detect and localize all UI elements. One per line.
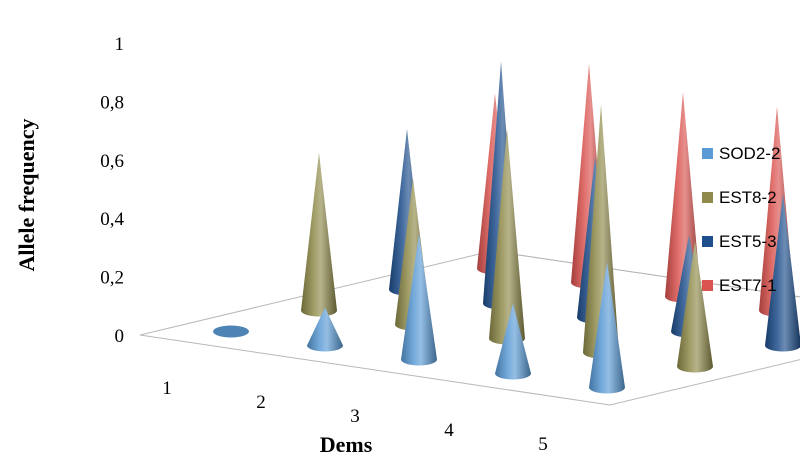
y-tick-label: 1 (115, 34, 125, 55)
legend-label: SOD2-2 (719, 144, 780, 163)
x-tick-label: 5 (538, 434, 548, 455)
y-tick-label: 0,2 (100, 268, 124, 289)
cone-sod2-2-dem-5 (589, 261, 625, 394)
y-axis-ticks: 0 0,2 0,4 0,6 0,8 1 (100, 34, 124, 347)
chart-back-edge (491, 250, 800, 298)
cone-sod2-2-dem-2 (307, 307, 343, 352)
legend-swatch (702, 280, 713, 291)
x-tick-label: 1 (162, 378, 172, 399)
legend: SOD2-2 EST8-2 EST5-3 EST7-1 (702, 144, 780, 295)
cone-sod2-2-dem-4 (495, 303, 531, 380)
x-axis-ticks: 1 2 3 4 5 (162, 378, 548, 455)
x-axis-title: Dems (320, 432, 373, 457)
legend-label: EST8-2 (719, 188, 777, 207)
x-tick-label: 3 (350, 406, 360, 427)
legend-swatch (702, 236, 713, 247)
y-tick-label: 0 (115, 326, 125, 347)
y-tick-label: 0,8 (100, 92, 124, 113)
x-tick-label: 2 (256, 392, 266, 413)
legend-swatch (702, 148, 713, 159)
y-tick-label: 0,6 (100, 151, 124, 172)
legend-label: EST7-1 (719, 276, 777, 295)
cone-sod2-2-dem-1 (213, 325, 249, 338)
cone-est5-3-dem-5 (765, 193, 800, 352)
y-axis-title: Allele frequency (14, 119, 39, 272)
cone-est7-1-dem-3 (665, 92, 701, 303)
cone-est8-2-dem-3 (489, 128, 525, 345)
cone-sod2-2-dem-3 (401, 233, 437, 366)
x-tick-label: 4 (444, 420, 454, 441)
legend-label: EST5-3 (719, 232, 777, 251)
cone-est8-2-dem-5 (677, 240, 713, 373)
legend-swatch (702, 192, 713, 203)
chart-floor (139, 250, 800, 406)
y-tick-label: 0,4 (100, 209, 124, 230)
cone-est8-2-dem-1 (301, 152, 337, 317)
plot-area (213, 61, 800, 394)
